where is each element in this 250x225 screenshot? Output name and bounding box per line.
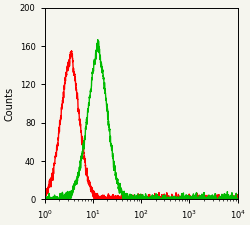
- Y-axis label: Counts: Counts: [4, 86, 14, 121]
